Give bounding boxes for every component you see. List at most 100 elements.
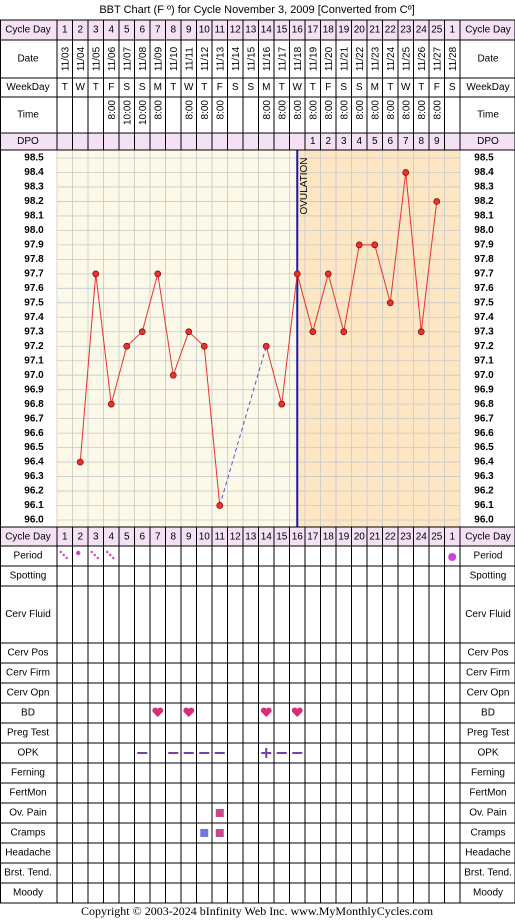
cell-text: 11/25 <box>401 46 412 71</box>
cell-text: 4 <box>108 532 114 543</box>
y-tick-label: 97.8 <box>474 254 494 265</box>
y-tick-label: 97.1 <box>24 355 44 366</box>
cell-text: 8:00 <box>370 100 381 120</box>
y-tick-label: 97.6 <box>24 283 44 294</box>
y-tick-label: 96.3 <box>24 471 44 482</box>
temperature-point <box>200 342 208 350</box>
cell-text: 11/27 <box>432 46 443 71</box>
temperature-point <box>355 241 363 249</box>
cell-text: 3 <box>93 532 99 543</box>
cell-text: 6 <box>139 532 145 543</box>
cell-text: T <box>279 82 285 93</box>
cell-text: T <box>418 82 424 93</box>
y-tick-label: 97.2 <box>24 341 44 352</box>
bd-heart <box>183 707 195 717</box>
cell-text: 13 <box>245 25 257 36</box>
cell-text: 24 <box>416 25 428 36</box>
cell-text: 3 <box>93 25 99 36</box>
cell-text: M <box>262 82 270 93</box>
cell-text: 12 <box>230 532 242 543</box>
y-tick-label: 98.0 <box>474 225 494 236</box>
cell-text: T <box>310 82 316 93</box>
cramps-mark <box>200 829 209 837</box>
temperature-point <box>169 371 177 379</box>
row-label: Brst. Tend. <box>464 868 512 879</box>
cell-text: 18 <box>323 532 335 543</box>
cell-text: 1 <box>310 136 316 147</box>
y-tick-label: 98.1 <box>24 211 44 222</box>
temperature-point <box>340 328 348 336</box>
cell-text: 15 <box>276 25 288 36</box>
cell-text: S <box>232 82 239 93</box>
cell-text: 24 <box>416 532 428 543</box>
row-label: Cerv Fluid <box>465 609 511 620</box>
cell-text: M <box>371 82 379 93</box>
y-tick-label: 96.5 <box>474 442 494 453</box>
row-label: DPO <box>477 136 499 147</box>
y-tick-label: 98.1 <box>474 211 494 222</box>
row-label: Cerv Pos <box>7 648 48 659</box>
cell-text: 11/12 <box>200 46 211 71</box>
cell-text: 7 <box>403 136 409 147</box>
cell-text: 8:00 <box>339 100 350 120</box>
chart-title: BBT Chart (F º) for Cycle November 3, 20… <box>99 4 414 16</box>
y-tick-label: 98.4 <box>24 167 44 178</box>
row-label: FertMon <box>9 788 46 799</box>
cell-text: 1 <box>62 25 68 36</box>
ovulation-label: OVULATION <box>299 157 310 214</box>
cell-text: 2 <box>77 25 83 36</box>
cell-text: 11 <box>215 532 226 543</box>
cell-text: 7 <box>155 532 161 543</box>
cell-text: 10 <box>199 25 211 36</box>
cell-text: T <box>62 82 68 93</box>
cell-text: T <box>170 82 176 93</box>
cell-text: F <box>108 82 114 93</box>
cell-text: 8:00 <box>401 100 412 120</box>
cell-text: W <box>401 82 411 93</box>
cell-text: 11/24 <box>386 46 397 71</box>
cell-text: 12 <box>230 25 242 36</box>
temperature-point <box>138 328 146 336</box>
period-mark <box>90 550 93 554</box>
cell-text: 11/05 <box>91 46 102 71</box>
cell-text: T <box>93 82 99 93</box>
period-mark <box>96 556 99 560</box>
cell-text: 23 <box>400 532 412 543</box>
cell-text: F <box>434 82 440 93</box>
cell-text: 21 <box>369 25 381 36</box>
y-tick-label: 98.2 <box>474 196 494 207</box>
cell-text: 11/08 <box>138 46 149 71</box>
row-label: OPK <box>17 748 38 759</box>
cell-text: 13 <box>245 532 257 543</box>
cell-text: 19 <box>338 25 350 36</box>
bd-heart <box>260 707 272 717</box>
cell-text: 20 <box>354 25 366 36</box>
cell-text: 3 <box>341 136 347 147</box>
row-label: Ferning <box>11 768 45 779</box>
period-mark <box>106 550 109 554</box>
cell-text: 9 <box>186 25 192 36</box>
period-mark <box>62 553 65 557</box>
row-background <box>0 78 515 97</box>
cell-text: 8:00 <box>200 100 211 120</box>
y-tick-label: 96.1 <box>474 500 494 511</box>
temperature-point <box>402 169 410 176</box>
cell-text: 10 <box>199 532 211 543</box>
y-tick-label: 97.7 <box>474 268 494 279</box>
row-label: Period <box>14 551 43 562</box>
cell-text: 11/21 <box>339 46 350 71</box>
row-label: Ov. Pain <box>469 808 507 819</box>
temperature-point <box>278 400 286 408</box>
cell-text: 8:00 <box>277 100 288 120</box>
row-background <box>0 527 515 546</box>
cell-text: 22 <box>385 532 397 543</box>
period-mark <box>65 556 68 560</box>
cell-text: 8:00 <box>215 100 226 120</box>
temperature-point <box>309 328 317 336</box>
row-label: BD <box>21 708 35 719</box>
cell-text: 11/16 <box>262 46 273 71</box>
row-label: Cerv Pos <box>467 648 508 659</box>
y-tick-label: 97.4 <box>24 312 44 323</box>
bd-heart <box>152 707 164 717</box>
